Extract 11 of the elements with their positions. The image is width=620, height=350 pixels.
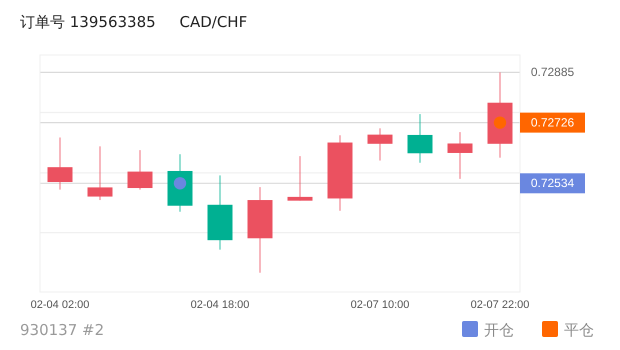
chart-title: 订单号 139563385 CAD/CHF: [20, 13, 248, 31]
x-tick-label: 02-07 10:00: [350, 298, 410, 311]
x-tick-label: 02-07 22:00: [470, 298, 530, 311]
y-tick-label: 0.72726: [530, 115, 575, 130]
legend-label: 开仓: [484, 321, 514, 339]
text: 930137 #2: [20, 321, 104, 339]
x-tick-label: 02-04 02:00: [30, 298, 90, 311]
x-tick-label: 02-04 18:00: [190, 298, 250, 311]
y-tick-label: 0.72885: [530, 65, 575, 80]
y-tick-label: 0.72534: [530, 176, 575, 190]
legend-label: 平仓: [564, 321, 594, 339]
